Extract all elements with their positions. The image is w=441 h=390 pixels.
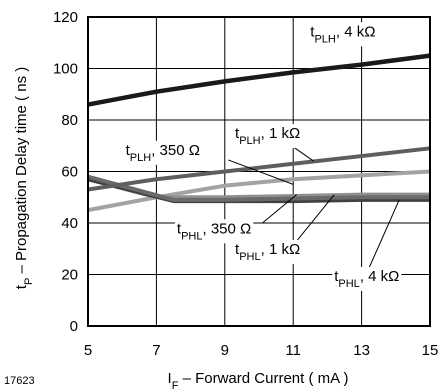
series-label-4: tPHL, 1 kΩ bbox=[235, 241, 300, 263]
tick-labels: 5 7 9 11 13 15 0 20 40 60 80 100 120 bbox=[53, 9, 438, 359]
series-label-bg bbox=[233, 239, 303, 264]
series-label-bg bbox=[308, 22, 378, 47]
y-tick-label: 40 bbox=[61, 215, 78, 232]
y-tick-label: 80 bbox=[61, 112, 78, 129]
series-label-1: tPLH, 1 kΩ bbox=[235, 125, 300, 147]
y-tick-label: 60 bbox=[61, 164, 78, 181]
series-lines bbox=[87, 53, 431, 213]
x-tick-label: 5 bbox=[84, 342, 92, 359]
grid bbox=[88, 17, 430, 326]
series-labels: tPLH, 4 kΩ tPLH, 1 kΩ tPLH, 350 Ω tPHL, 350… bbox=[123, 22, 402, 291]
x-axis-title: IF – Forward Current ( mA ) bbox=[168, 370, 349, 390]
x-tick-label: 13 bbox=[353, 342, 370, 359]
series-label-5: tPHL, 4 kΩ bbox=[334, 268, 399, 290]
series-label-0: tPLH, 4 kΩ bbox=[310, 23, 375, 45]
series-label-3: tPHL, 350 Ω bbox=[177, 220, 251, 242]
leader-lines bbox=[228, 144, 400, 270]
figure-id: 17623 bbox=[4, 375, 35, 387]
y-tick-label: 120 bbox=[53, 9, 78, 26]
series-label-bg bbox=[332, 266, 402, 291]
series-label-bg bbox=[123, 140, 202, 165]
series-line-2 bbox=[87, 169, 431, 213]
series-line-0 bbox=[87, 53, 431, 107]
leader-line bbox=[296, 194, 335, 242]
x-tick-label: 7 bbox=[152, 342, 160, 359]
x-tick-label: 9 bbox=[221, 342, 229, 359]
y-tick-label: 20 bbox=[61, 267, 78, 284]
y-tick-label: 0 bbox=[70, 318, 78, 335]
series-label-2: tPLH, 350 Ω bbox=[126, 142, 200, 164]
x-tick-label: 15 bbox=[422, 342, 439, 359]
leader-line bbox=[367, 199, 400, 270]
leader-line bbox=[228, 159, 294, 185]
series-line-3 bbox=[87, 174, 430, 202]
plot-frame bbox=[87, 16, 431, 327]
series-label-bg bbox=[233, 124, 303, 149]
leader-line bbox=[262, 194, 297, 224]
y-axis-title: tP – Propagation Delay time ( ns ) bbox=[13, 67, 35, 289]
y-tick-label: 100 bbox=[53, 61, 78, 78]
x-tick-label: 11 bbox=[285, 342, 301, 359]
series-line-1 bbox=[87, 146, 431, 192]
series-label-bg bbox=[174, 219, 254, 244]
